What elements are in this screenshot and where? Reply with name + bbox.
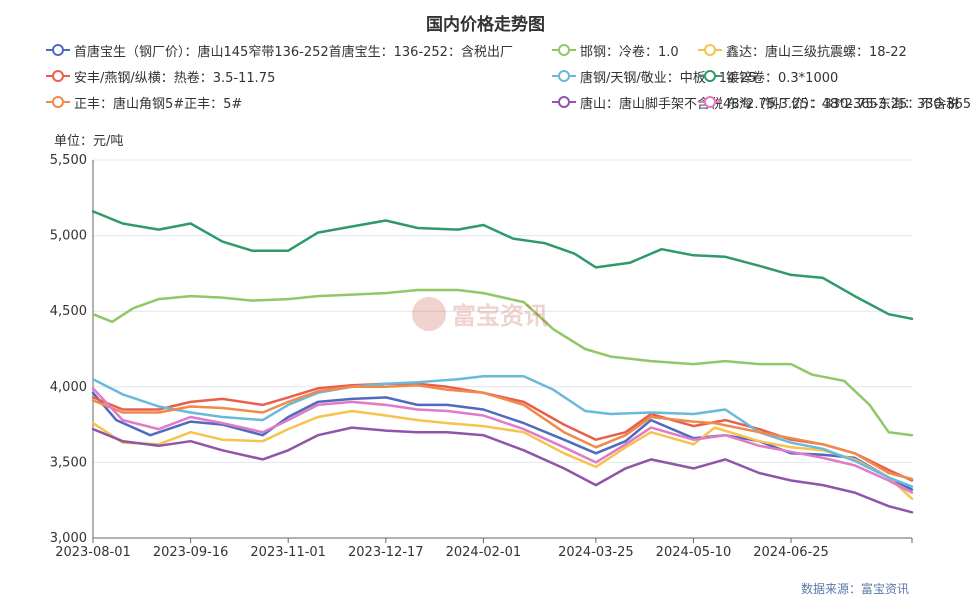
x-tick-label: 2024-02-01 <box>446 545 522 560</box>
legend-marker-icon <box>698 95 722 109</box>
legend-label: 唐山：唐山脚手架不含税48*2.75-3.25：48*2.75-3.25：不含税 <box>580 96 960 112</box>
legend-label: 鑫达：唐山三级抗震螺：18-22 <box>726 44 907 60</box>
legend-label: 安丰/燕钢/纵横：热卷：3.5-11.75 <box>74 70 276 86</box>
legend-item[interactable]: 镀锌卷：0.3*1000 <box>698 66 838 86</box>
legend-item[interactable]: 唐山：唐山脚手架不含税48*2.75-3.25：48*2.75-3.25：不含税 <box>552 92 959 112</box>
y-axis-unit-label: 单位：元/吨 <box>54 134 124 149</box>
legend-marker-icon <box>46 69 70 83</box>
legend-item[interactable]: 安丰/燕钢/纵横：热卷：3.5-11.75 <box>46 66 275 86</box>
series-line-6 <box>91 210 914 321</box>
y-tick-label: 5,500 <box>50 153 87 168</box>
y-tick-label: 3,000 <box>50 531 87 546</box>
series-line-8 <box>91 426 914 514</box>
legend-label: 东海（钢厂价）：330-365东海：330-365 <box>726 96 971 112</box>
source-label: 数据来源：富宝资讯 <box>800 582 909 596</box>
legend-label: 邯钢：冷卷：1.0 <box>580 44 679 60</box>
legend-item[interactable]: 邯钢：冷卷：1.0 <box>552 40 679 60</box>
series-line-7 <box>91 384 914 481</box>
series-line-2 <box>91 288 914 437</box>
legend-label: 正丰：唐山角钢5#正丰：5# <box>74 96 243 112</box>
y-tick-label: 3,500 <box>50 455 87 470</box>
legend-marker-icon <box>552 43 576 57</box>
legend-item[interactable]: 鑫达：唐山三级抗震螺：18-22 <box>698 40 907 60</box>
x-tick-label: 2023-08-01 <box>55 545 131 560</box>
chart-title: 国内价格走势图 <box>426 15 545 35</box>
series-line-5 <box>91 374 914 488</box>
legend-label: 镀锌卷：0.3*1000 <box>726 70 839 86</box>
y-tick-label: 5,000 <box>50 229 87 244</box>
x-tick-label: 2023-09-16 <box>153 545 229 560</box>
x-tick-label: 2023-11-01 <box>250 545 326 560</box>
legend-marker-icon <box>552 95 576 109</box>
y-tick-label: 4,500 <box>50 304 87 319</box>
series-line-3 <box>91 409 914 500</box>
legend-item[interactable]: 东海（钢厂价）：330-365东海：330-365 <box>698 92 971 112</box>
series-line-9 <box>91 387 914 494</box>
y-tick-label: 4,000 <box>50 380 87 395</box>
legend-label: 首唐宝生（钢厂价）：唐山145窄带136-252首唐宝生：136-252：含税出… <box>74 44 513 60</box>
legend-marker-icon <box>698 69 722 83</box>
x-tick-label: 2024-03-25 <box>558 545 634 560</box>
legend-marker-icon <box>698 43 722 57</box>
legend-item[interactable]: 首唐宝生（钢厂价）：唐山145窄带136-252首唐宝生：136-252：含税出… <box>46 40 513 60</box>
x-tick-label: 2024-05-10 <box>656 545 732 560</box>
legend-marker-icon <box>46 43 70 57</box>
legend-marker-icon <box>552 69 576 83</box>
legend-item[interactable]: 正丰：唐山角钢5#正丰：5# <box>46 92 242 112</box>
legend-marker-icon <box>46 95 70 109</box>
x-tick-label: 2024-06-25 <box>753 545 829 560</box>
x-tick-label: 2023-12-17 <box>348 545 424 560</box>
